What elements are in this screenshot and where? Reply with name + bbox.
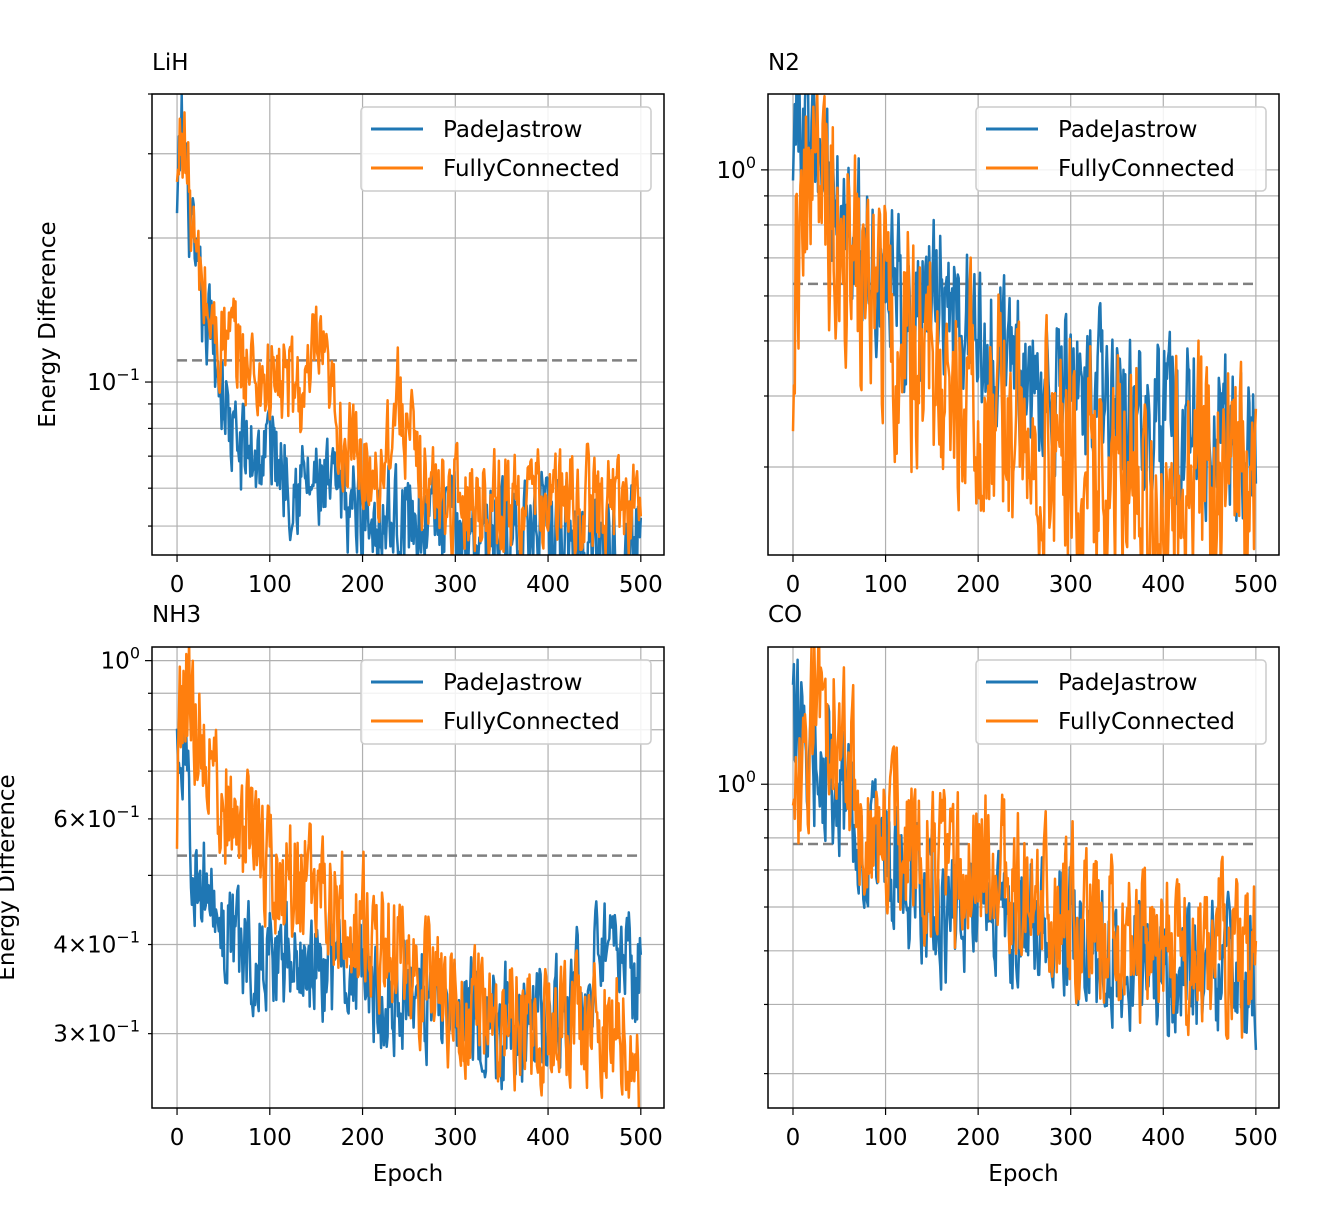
legend-box [360,659,652,745]
x-axis-label: Epoch [988,1161,1058,1187]
panel-title: LiH [152,50,189,76]
x-tick-label: 0 [170,572,185,598]
x-tick-label: 100 [864,1125,908,1151]
series-line-fullyconnected [791,647,1258,1040]
legend-box [975,106,1267,192]
x-tick-label: 500 [619,1125,663,1151]
y-axis-label: Energy Difference [35,221,61,427]
y-tick-label: 3×10−1 [53,1017,140,1048]
panel-co: 0 100 200 300 400 500 100 CO Epoch PadeJastrow Ful… [717,602,1280,1187]
x-tick-label: 200 [956,1125,1000,1151]
x-tick-label: 200 [956,572,1000,598]
x-tick-label: 0 [786,572,801,598]
panel-title: NH3 [152,602,201,628]
y-tick-label: 10−1 [87,365,140,396]
axes-frame [767,646,1280,1109]
y-tick-label: 100 [101,644,140,675]
legend: PadeJastrow FullyConnected [975,659,1267,745]
panel-title: N2 [768,50,800,76]
legend-label-padejastrow: PadeJastrow [443,670,582,696]
legend-label-fullyconnected: FullyConnected [1058,709,1235,735]
axes-frame [767,93,1280,556]
legend: PadeJastrow FullyConnected [360,659,652,745]
series-line-fullyconnected [791,94,1258,555]
y-axis-label: Energy Difference [0,774,20,980]
legend-label-fullyconnected: FullyConnected [443,156,620,182]
y-tick-label: 6×10−1 [53,802,140,833]
legend-label-fullyconnected: FullyConnected [1058,156,1235,182]
y-tick-label: 100 [717,153,756,184]
x-tick-label: 0 [170,1125,185,1151]
legend-label-fullyconnected: FullyConnected [443,709,620,735]
x-tick-label: 300 [1049,1125,1093,1151]
legend-label-padejastrow: PadeJastrow [443,117,582,143]
series-line-fullyconnected [175,647,641,1108]
x-axis-label: Epoch [373,1161,443,1187]
x-tick-label: 300 [1049,572,1093,598]
x-tick-label: 300 [433,1125,477,1151]
x-tick-label: 500 [1234,1125,1278,1151]
axes-frame [151,646,665,1109]
x-tick-label: 400 [1141,1125,1185,1151]
x-tick-label: 500 [1234,572,1278,598]
x-tick-label: 200 [341,1125,385,1151]
panel-nh3: 0 100 200 300 400 500 100 6×10−1 4×10−1 3×10−1 NH3… [0,602,665,1187]
x-tick-label: 500 [619,572,663,598]
x-tick-label: 300 [433,572,477,598]
legend-label-padejastrow: PadeJastrow [1058,117,1197,143]
legend-label-padejastrow: PadeJastrow [1058,670,1197,696]
legend-box [975,659,1267,745]
x-tick-label: 0 [786,1125,801,1151]
series-line-fullyconnected [175,111,643,555]
x-tick-label: 100 [248,572,292,598]
panel-n2: 0 100 200 300 400 500 100 N2 PadeJastrow FullyCon… [717,50,1280,598]
panel-title: CO [768,602,802,628]
x-tick-label: 200 [341,572,385,598]
legend-box [360,106,652,192]
legend: PadeJastrow FullyConnected [360,106,652,192]
x-tick-label: 400 [526,572,570,598]
series-line-padejastrow [175,94,643,555]
x-tick-label: 400 [526,1125,570,1151]
y-tick-label: 4×10−1 [53,928,140,959]
panel-lih: 0 100 200 300 400 500 10−1 LiH Energy Difference… [35,50,665,598]
axes-frame [151,93,665,556]
x-tick-label: 400 [1141,572,1185,598]
legend: PadeJastrow FullyConnected [975,106,1267,192]
y-tick-label: 100 [717,767,756,798]
x-tick-label: 100 [248,1125,292,1151]
x-tick-label: 100 [864,572,908,598]
